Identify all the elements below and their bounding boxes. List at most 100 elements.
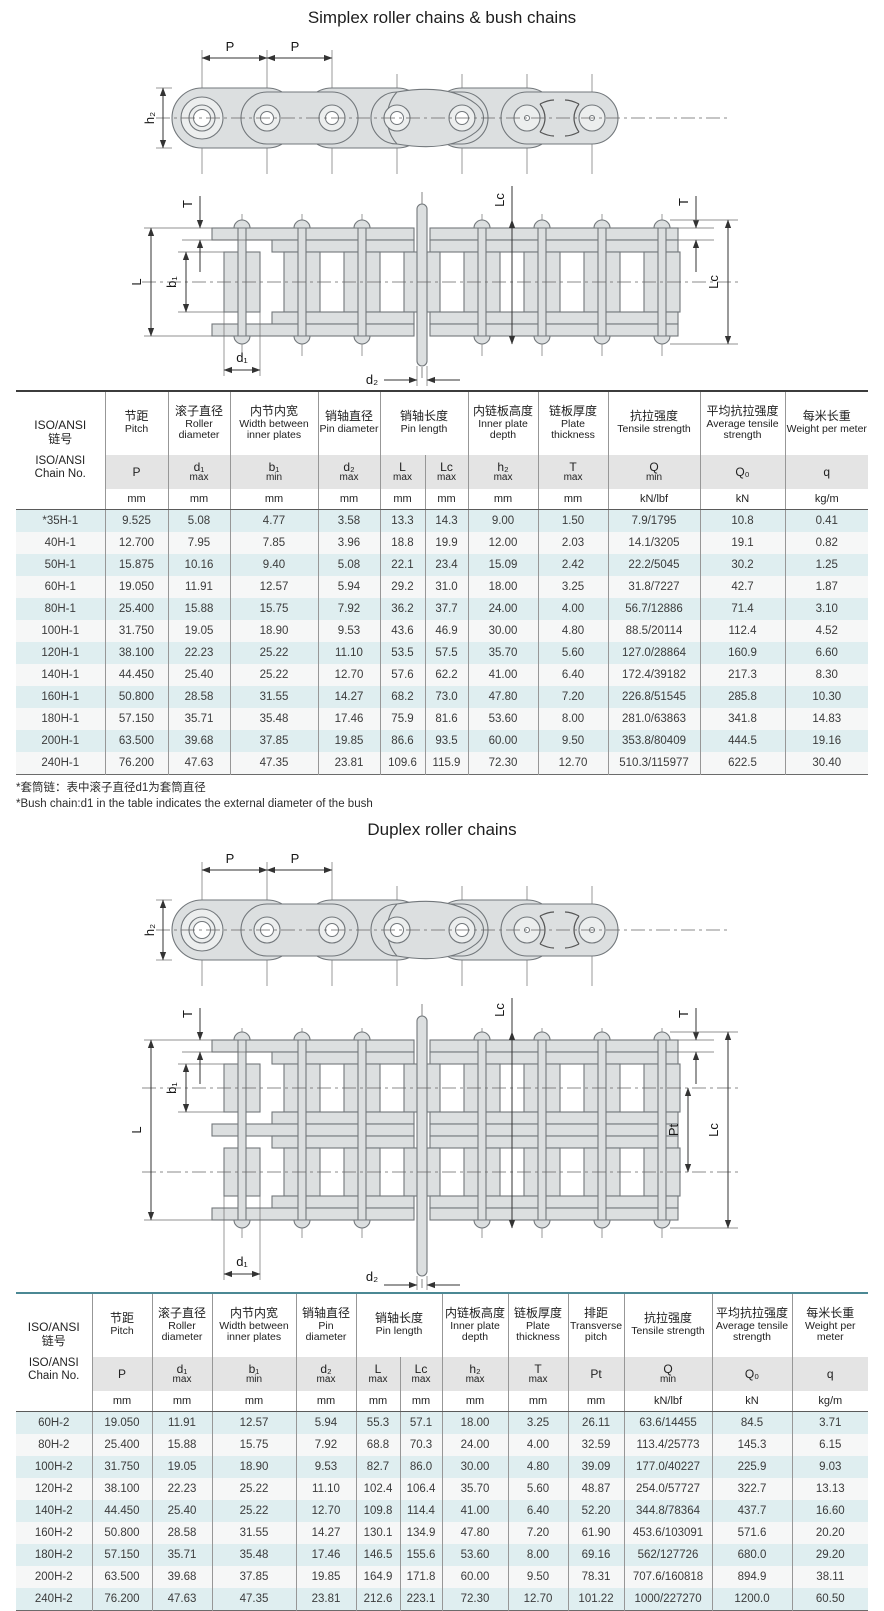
pin	[653, 1031, 671, 1229]
value-cell: 15.75	[211, 1434, 296, 1457]
value-cell: 5.08	[167, 509, 230, 532]
value-cell: 9.50	[537, 730, 609, 752]
value-cell: 55.3	[355, 1411, 400, 1435]
value-cell: 7.20	[507, 1522, 569, 1545]
col-header-zh: 平均抗拉强度	[716, 1305, 789, 1320]
col-header-en: Inner plate depth	[450, 1319, 500, 1343]
dim-label-t: T	[180, 1010, 195, 1018]
table-row: 80H-2 25.400 15.88 15.75 7.92 68.8 70.3 24.00 4.…	[16, 1434, 869, 1457]
dim-label-h2: h₂	[142, 924, 157, 936]
value-cell: 11.10	[295, 1478, 356, 1501]
pin	[233, 1031, 251, 1229]
symbol-text: q	[823, 464, 831, 479]
value-cell: 88.5/20114	[607, 620, 701, 642]
value-cell: 115.9	[424, 752, 469, 775]
corner-header-line: ISO/ANSI	[27, 1319, 80, 1334]
value-cell: 1.50	[537, 509, 609, 532]
dim-label-p: P	[291, 851, 300, 866]
table-row: 60H-1 19.050 11.91 12.57 5.94 29.2 31.0 18.00 3.…	[16, 576, 869, 598]
value-cell: 109.6	[379, 752, 425, 775]
value-cell: 101.22	[567, 1588, 625, 1611]
value-cell: 5.94	[295, 1411, 356, 1435]
dim-label-d1: d₁	[236, 1254, 248, 1269]
value-cell: 84.5	[711, 1411, 793, 1435]
value-cell: 15.88	[151, 1434, 212, 1457]
col-header-zh: 链板厚度	[514, 1305, 563, 1320]
value-cell: 15.875	[104, 554, 168, 576]
value-cell: 41.00	[467, 664, 539, 686]
value-cell: 9.53	[317, 620, 380, 642]
symbol-qualifier: max	[368, 1374, 388, 1386]
col-header-en: Roller diameter	[178, 417, 220, 441]
value-cell: 4.77	[229, 509, 318, 532]
dimensions: L b₁ T Lc T Pt Lc	[129, 998, 738, 1291]
col-header: 滚子直径 Roller diameter	[151, 1293, 212, 1358]
value-cell: 341.8	[699, 708, 786, 730]
value-cell: 6.60	[784, 642, 869, 664]
table-row: 80H-1 25.400 15.88 15.75 7.92 36.2 37.7 24.00 4.…	[16, 598, 869, 620]
col-header-zh: 内节内宽	[249, 403, 298, 418]
value-cell: 31.0	[424, 576, 469, 598]
dim-label-lc: Lc	[706, 1123, 721, 1137]
pin	[353, 219, 371, 345]
symbol-qualifier: max	[528, 1374, 548, 1386]
symbol-text: d₂	[320, 1361, 332, 1376]
value-cell: 46.9	[424, 620, 469, 642]
value-cell: 11.91	[151, 1411, 212, 1435]
unit-header: mm	[507, 1391, 569, 1413]
symbol-text: L	[399, 459, 406, 474]
value-cell: 35.48	[229, 708, 318, 730]
value-cell: 160.9	[699, 642, 786, 664]
value-cell: 134.9	[399, 1522, 443, 1545]
value-cell: 7.95	[167, 532, 230, 554]
symbol-header: Q₀	[711, 1357, 793, 1392]
symbol-text: L	[374, 1361, 382, 1376]
col-header: 排距 Transverse pitch	[567, 1293, 625, 1358]
unit-header: mm	[295, 1391, 356, 1413]
chain-no-cell: 40H-1	[44, 537, 76, 549]
symbol-qualifier: max	[189, 472, 209, 484]
col-header: 内节内宽 Width between inner plates	[229, 391, 318, 455]
col-header-zh: 链板厚度	[549, 403, 598, 418]
simplex-title: Simplex roller chains & bush chains	[307, 8, 577, 27]
pin	[473, 1031, 491, 1229]
symbol-text: d₁	[193, 459, 205, 474]
value-cell: 53.60	[441, 1544, 509, 1567]
col-header-en: Pitch	[110, 1325, 134, 1338]
value-cell: 47.63	[167, 752, 230, 775]
chain-no-cell: 240H-1	[41, 757, 80, 769]
value-cell: 13.13	[791, 1478, 869, 1501]
col-header-en: Inner plate depth	[478, 417, 528, 441]
value-cell: 707.6/160818	[623, 1566, 713, 1589]
value-cell: 437.7	[711, 1500, 793, 1523]
symbol-text: b₁	[248, 1361, 260, 1376]
col-header-en: Transverse pitch	[569, 1319, 623, 1343]
dim-label-pt: Pt	[666, 1124, 681, 1137]
value-cell: 6.15	[791, 1434, 869, 1457]
value-cell: 5.08	[317, 554, 380, 576]
dimensions: L b₁ T Lc T Lc d₁	[129, 186, 738, 387]
value-cell: 3.25	[507, 1411, 569, 1435]
dim-label-b1: b₁	[164, 276, 179, 288]
symbol-qualifier: min	[645, 472, 663, 484]
table-row: 200H-2 63.500 39.68 37.85 19.85 164.9 171.8 60.…	[16, 1566, 869, 1589]
unit-header: mm	[567, 1391, 625, 1413]
unit-header: kN	[711, 1391, 793, 1413]
value-cell: 7.92	[317, 598, 380, 620]
value-cell: 38.100	[104, 642, 168, 664]
value-cell: 254.0/57727	[623, 1478, 713, 1501]
chain-no-cell: 120H-2	[34, 1483, 73, 1496]
value-cell: 8.00	[507, 1544, 569, 1567]
value-cell: 155.6	[399, 1544, 443, 1567]
value-cell: 2.03	[537, 532, 609, 554]
dim-label-lc: Lc	[492, 1003, 507, 1017]
pin	[473, 219, 491, 345]
chain-no-cell: 80H-1	[44, 603, 76, 615]
value-cell: 32.59	[567, 1434, 625, 1457]
dim-label-p: P	[226, 39, 235, 54]
value-cell: 12.57	[211, 1411, 296, 1435]
value-cell: 11.10	[317, 642, 380, 664]
